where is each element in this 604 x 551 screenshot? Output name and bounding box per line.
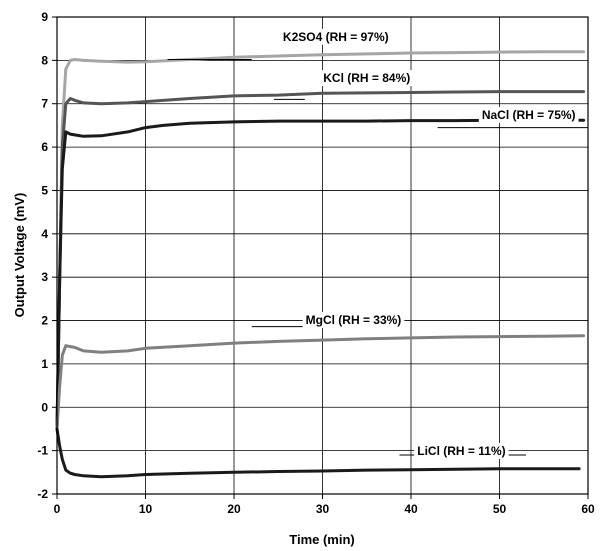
tick-layer: 0 10 20 30 40 50 60 -2 -1 0 1 2 3 4 5 6 7 8 9 — [37, 10, 595, 516]
series-annotation-label: LiCl (RH = 11%) — [417, 444, 505, 458]
annotation-label-background — [414, 442, 509, 459]
series-line-4 — [55, 334, 586, 431]
x-tick-label: 60 — [581, 502, 595, 516]
series-layer — [55, 50, 586, 479]
series-line-1 — [55, 50, 586, 431]
series-annotation-label: MgCl (RH = 33%) — [306, 313, 402, 327]
series-line-3 — [55, 118, 586, 431]
y-tick-label: 7 — [41, 97, 48, 111]
y-tick-label: -1 — [37, 444, 48, 458]
x-tick-label: 50 — [493, 502, 507, 516]
y-tick-label: 5 — [41, 183, 48, 197]
y-axis-title: Output Voltage (mV) — [12, 193, 27, 318]
annotation-layer: K2SO4 (RH = 97%) KCl (RH = 84%) NaCl (RH =… — [167, 28, 588, 459]
series-annotation-label: NaCl (RH = 75%) — [482, 108, 576, 122]
x-tick-label: 10 — [139, 502, 153, 516]
y-tick-label: 6 — [41, 140, 48, 154]
annotation-label-background — [320, 70, 414, 87]
series-annotation-label: KCl (RH = 84%) — [323, 71, 410, 85]
series-line-2 — [55, 90, 586, 431]
y-tick-label: 4 — [41, 227, 48, 241]
grid — [57, 17, 588, 494]
y-tick-label: -2 — [37, 487, 48, 501]
y-tick-label: 3 — [41, 270, 48, 284]
series-line-5 — [55, 427, 581, 479]
y-tick-label: 1 — [41, 357, 48, 371]
annotation-label-background — [478, 106, 579, 123]
x-axis-title: Time (min) — [289, 532, 355, 547]
y-tick-label: 8 — [41, 53, 48, 67]
y-tick-label: 9 — [41, 10, 48, 24]
x-tick-label: 0 — [54, 502, 61, 516]
x-tick-label: 40 — [404, 502, 418, 516]
x-tick-label: 30 — [316, 502, 330, 516]
annotation-label-background — [302, 312, 405, 329]
x-tick-label: 20 — [227, 502, 241, 516]
y-tick-label: 2 — [41, 314, 48, 328]
annotation-label-background — [279, 28, 392, 45]
series-annotation-label: K2SO4 (RH = 97%) — [283, 30, 389, 44]
y-tick-label: 0 — [41, 400, 48, 414]
